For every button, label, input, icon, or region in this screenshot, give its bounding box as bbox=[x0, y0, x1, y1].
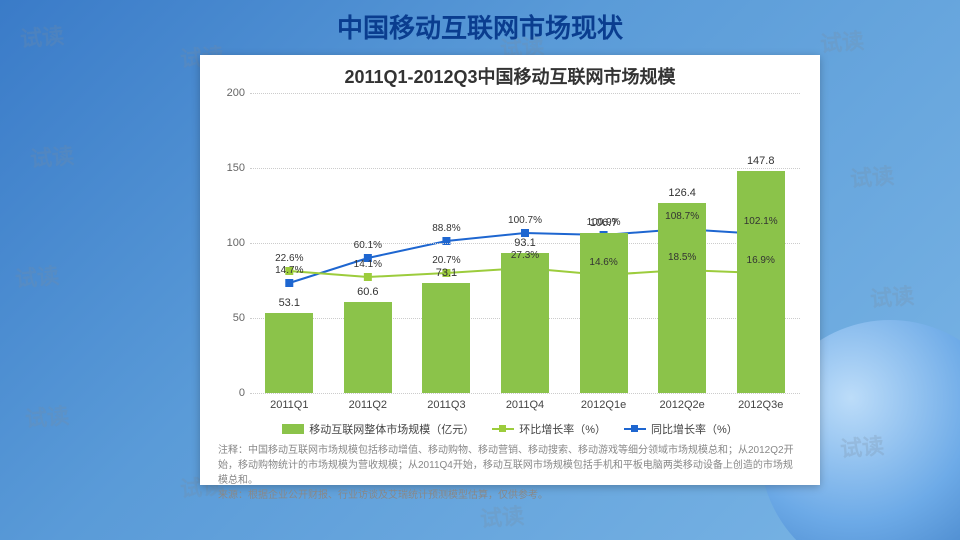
legend-line1-swatch bbox=[492, 428, 514, 430]
chart-footnote: 注释：中国移动互联网市场规模包括移动增值、移动购物、移动营销、移动搜索、移动游戏… bbox=[200, 437, 820, 503]
bar: 126.4 bbox=[658, 203, 706, 393]
watermark-text: 试读 bbox=[14, 258, 61, 294]
series-value-label: 14.7% bbox=[275, 265, 303, 276]
x-tick-label: 2011Q4 bbox=[486, 399, 565, 411]
bar-value-label: 53.1 bbox=[265, 297, 313, 309]
footnote-line: 注释：中国移动互联网市场规模包括移动增值、移动购物、移动营销、移动搜索、移动游戏… bbox=[218, 443, 802, 488]
chart-card: 2011Q1-2012Q3中国移动互联网市场规模 050100150200 53… bbox=[200, 55, 820, 485]
bar: 93.1 bbox=[501, 253, 549, 393]
footnote-line: 来源：根据企业公开财报、行业访谈及艾瑞统计预测模型估算，仅供参考。 bbox=[218, 488, 802, 503]
y-tick: 150 bbox=[227, 162, 245, 174]
x-tick-label: 2011Q3 bbox=[407, 399, 486, 411]
bar-value-label: 93.1 bbox=[501, 237, 549, 249]
series-value-label: 14.1% bbox=[354, 259, 382, 270]
x-tick-label: 2012Q3e bbox=[721, 399, 800, 411]
legend-bar: 移动互联网整体市场规模（亿元） bbox=[282, 421, 474, 437]
legend: 移动互联网整体市场规模（亿元） 环比增长率（%） 同比增长率（%） bbox=[200, 421, 820, 437]
bar: 60.6 bbox=[344, 302, 392, 393]
watermark-text: 试读 bbox=[29, 138, 76, 174]
series-value-label: 108.7% bbox=[665, 211, 699, 222]
bar-value-label: 147.8 bbox=[737, 155, 785, 167]
series-value-label: 22.6% bbox=[275, 253, 303, 264]
slide-title: 中国移动互联网市场现状 bbox=[0, 8, 960, 45]
watermark-text: 试读 bbox=[24, 398, 71, 434]
chart-title: 2011Q1-2012Q3中国移动互联网市场规模 bbox=[200, 63, 820, 89]
slide-background: 试读试读试读试读试读试读试读试读试读试读试读试读 中国移动互联网市场现状 201… bbox=[0, 0, 960, 540]
bar-value-label: 60.6 bbox=[344, 286, 392, 298]
series-value-label: 102.1% bbox=[744, 216, 778, 227]
grid-line bbox=[250, 168, 800, 169]
legend-line2-swatch bbox=[624, 428, 646, 430]
legend-line2-label: 同比增长率（%） bbox=[651, 421, 738, 437]
series-value-label: 100.7% bbox=[508, 215, 542, 226]
x-tick-label: 2011Q1 bbox=[250, 399, 329, 411]
series-value-label: 20.7% bbox=[432, 255, 460, 266]
legend-line1-label: 环比增长率（%） bbox=[519, 421, 606, 437]
series-value-label: 88.8% bbox=[432, 223, 460, 234]
x-tick-label: 2011Q2 bbox=[329, 399, 408, 411]
legend-line2: 同比增长率（%） bbox=[624, 421, 738, 437]
bar: 147.8 bbox=[737, 171, 785, 393]
series-marker bbox=[364, 273, 372, 281]
plot: 53.12011Q160.62011Q273.12011Q393.12011Q4… bbox=[250, 93, 800, 393]
y-tick: 100 bbox=[227, 237, 245, 249]
bar: 53.1 bbox=[265, 313, 313, 393]
bar: 73.1 bbox=[422, 283, 470, 393]
series-value-label: 100.9% bbox=[587, 217, 621, 228]
series-value-label: 18.5% bbox=[668, 252, 696, 263]
y-tick: 0 bbox=[239, 387, 245, 399]
legend-bar-label: 移动互联网整体市场规模（亿元） bbox=[309, 421, 474, 437]
watermark-text: 试读 bbox=[479, 498, 526, 534]
series-marker bbox=[285, 279, 293, 287]
watermark-text: 试读 bbox=[869, 278, 916, 314]
x-tick-label: 2012Q2e bbox=[643, 399, 722, 411]
series-value-label: 14.6% bbox=[589, 257, 617, 268]
grid-line bbox=[250, 393, 800, 394]
bar-value-label: 73.1 bbox=[422, 267, 470, 279]
series-value-label: 60.1% bbox=[354, 240, 382, 251]
bar-value-label: 126.4 bbox=[658, 187, 706, 199]
x-tick-label: 2012Q1e bbox=[564, 399, 643, 411]
series-value-label: 16.9% bbox=[747, 255, 775, 266]
series-value-label: 27.3% bbox=[511, 250, 539, 261]
y-tick: 200 bbox=[227, 87, 245, 99]
grid-line bbox=[250, 93, 800, 94]
y-tick: 50 bbox=[233, 312, 245, 324]
legend-bar-swatch bbox=[282, 424, 304, 434]
watermark-text: 试读 bbox=[849, 158, 896, 194]
chart-plot-area: 050100150200 53.12011Q160.62011Q273.1201… bbox=[250, 93, 800, 393]
y-axis: 050100150200 bbox=[215, 93, 245, 393]
legend-line1: 环比增长率（%） bbox=[492, 421, 606, 437]
series-marker bbox=[521, 229, 529, 237]
